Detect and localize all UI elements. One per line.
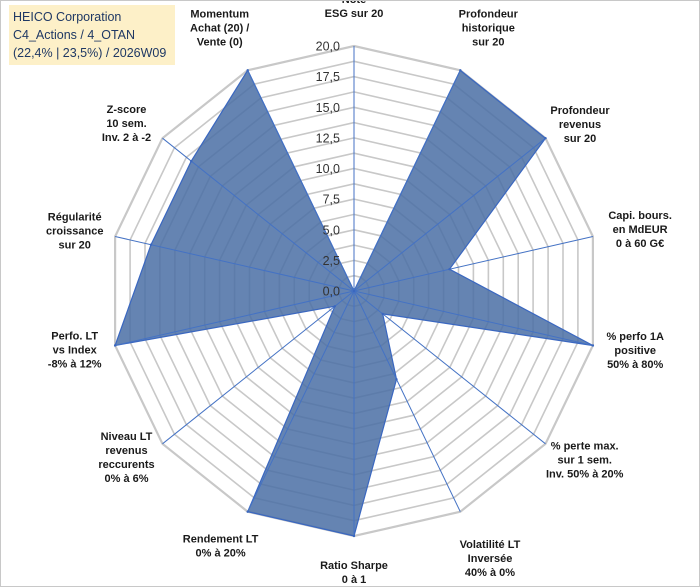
tick-label: 17,5 bbox=[316, 70, 340, 84]
axis-spoke bbox=[353, 290, 546, 445]
axis-label-line: Vente (0) bbox=[197, 37, 243, 49]
axis-label-line: Perfo. LT bbox=[51, 331, 98, 343]
axis-label-line: revenus bbox=[105, 445, 147, 457]
tick-label: 20,0 bbox=[316, 40, 340, 54]
axis-label-line: sur 20 bbox=[564, 133, 596, 145]
axis-label-line: Rendement LT bbox=[183, 534, 259, 546]
data-point bbox=[149, 243, 153, 246]
axis-label-line: Capi. bours. bbox=[608, 210, 672, 222]
axis-label-line: Profondeur bbox=[459, 9, 519, 21]
axis-spoke bbox=[353, 236, 594, 292]
axis-label-line: ESG sur 20 bbox=[325, 8, 384, 20]
company-name: HEICO Corporation bbox=[13, 10, 122, 24]
performance-stats: (22,4% | 23,5%) / 2026W09 bbox=[13, 46, 167, 60]
axis-label-line: Régularité bbox=[48, 211, 102, 223]
data-point bbox=[591, 344, 595, 347]
axis-label-line: historique bbox=[462, 23, 515, 35]
data-point bbox=[381, 312, 384, 316]
tick-label: 7,5 bbox=[323, 193, 340, 207]
data-point bbox=[544, 137, 547, 140]
axis-spoke bbox=[114, 236, 355, 292]
axis-label: % perfo 1A positive 50% à 80% bbox=[606, 331, 664, 371]
axis-label: Volatilité LT Inversée 40% à 0% bbox=[460, 539, 521, 579]
axis-label: Z-score 10 sem. Inv. 2 à -2 bbox=[102, 104, 151, 144]
axis-label-line: revenus bbox=[559, 119, 601, 131]
axis-label-line: Ratio Sharpe bbox=[320, 560, 388, 572]
axis-label: Rendement LT 0% à 20% bbox=[183, 534, 259, 560]
tick-label: 15,0 bbox=[316, 101, 340, 115]
data-point bbox=[352, 289, 356, 293]
axis-label-line: 10 sem. bbox=[106, 118, 146, 130]
axis-label-line: Inversée bbox=[468, 553, 513, 565]
axis-label-line: % perte max. bbox=[551, 441, 619, 453]
tick-label: 12,5 bbox=[316, 131, 340, 145]
data-point bbox=[395, 378, 398, 381]
info-box: HEICO Corporation C4_Actions / 4_OTAN (2… bbox=[9, 5, 175, 65]
axis-label-line: Z-score bbox=[107, 104, 147, 116]
axis-spoke bbox=[353, 137, 546, 292]
axis-spoke bbox=[353, 70, 461, 292]
axis-label-line: sur 1 sem. bbox=[557, 455, 611, 467]
axis-label-line: 50% à 80% bbox=[607, 359, 663, 371]
axis-label-line: Inv. 2 à -2 bbox=[102, 132, 151, 144]
portfolio-name: C4_Actions / 4_OTAN bbox=[13, 28, 136, 42]
axis-label-line: positive bbox=[614, 345, 656, 357]
axis-label: Profondeur historique sur 20 bbox=[459, 9, 519, 49]
axis-label: Ratio Sharpe 0 à 1 bbox=[320, 560, 388, 586]
axis-spoke bbox=[162, 290, 355, 445]
data-point bbox=[352, 534, 356, 538]
axis-spoke bbox=[162, 137, 355, 292]
axis-label-line: sur 20 bbox=[58, 239, 90, 251]
axis-label: Niveau LT revenus reccurents 0% à 6% bbox=[98, 431, 154, 485]
axis-label: Capi. bours. en MdEUR 0 à 60 G€ bbox=[608, 210, 672, 250]
axis-label-line: croissance bbox=[46, 225, 103, 237]
axis-label: Profondeur revenus sur 20 bbox=[550, 105, 610, 145]
axis-label-line: en MdEUR bbox=[613, 224, 668, 236]
axis-spoke bbox=[353, 290, 461, 512]
axis-label-line: Volatilité LT bbox=[460, 539, 521, 551]
axis-label-line: 0% à 20% bbox=[196, 548, 246, 560]
axis-label-line: Niveau LT bbox=[101, 431, 153, 443]
axis-label-line: vs Index bbox=[53, 345, 98, 357]
axis-spoke bbox=[247, 290, 355, 512]
axis-label-line: Achat (20) / bbox=[190, 23, 249, 35]
data-point bbox=[246, 510, 249, 513]
axis-spoke bbox=[247, 70, 355, 292]
axis-label-line: Note bbox=[342, 0, 366, 6]
axis-label: % perte max. sur 1 sem. Inv. 50% à 20% bbox=[546, 441, 624, 481]
data-point bbox=[190, 160, 193, 163]
axis-label-line: Momentum bbox=[190, 9, 249, 21]
axis-label-line: 0 à 1 bbox=[342, 574, 366, 586]
axis-label-line: % perfo 1A bbox=[606, 331, 664, 343]
axis-spoke bbox=[353, 290, 594, 346]
axis-label-line: 0 à 60 G€ bbox=[616, 238, 664, 250]
axis-label-line: Profondeur bbox=[550, 105, 610, 117]
axis-label: Régularité croissance sur 20 bbox=[46, 211, 103, 251]
axis-label-line: reccurents bbox=[98, 459, 154, 471]
axis-label-line: 40% à 0% bbox=[465, 567, 515, 579]
data-point bbox=[246, 69, 249, 72]
tick-label: 10,0 bbox=[316, 162, 340, 176]
axis-label: Momentum Achat (20) / Vente (0) bbox=[190, 9, 249, 49]
data-point bbox=[333, 305, 336, 308]
data-point bbox=[113, 344, 117, 347]
tick-label: 0,0 bbox=[323, 285, 340, 299]
axis-label-line: 0% à 6% bbox=[104, 473, 148, 485]
axis-label-line: -8% à 12% bbox=[48, 359, 102, 371]
axis-label-line: Inv. 50% à 20% bbox=[546, 469, 624, 481]
axis-label: Perfo. LT vs Index -8% à 12% bbox=[48, 331, 102, 371]
axis-spoke bbox=[114, 290, 355, 346]
tick-label: 2,5 bbox=[323, 254, 340, 268]
data-point bbox=[448, 268, 451, 271]
data-point bbox=[459, 69, 462, 72]
axis-label-line: sur 20 bbox=[472, 37, 504, 49]
axis-label: Note ESG sur 20 bbox=[325, 0, 384, 20]
tick-label: 5,0 bbox=[323, 223, 340, 237]
